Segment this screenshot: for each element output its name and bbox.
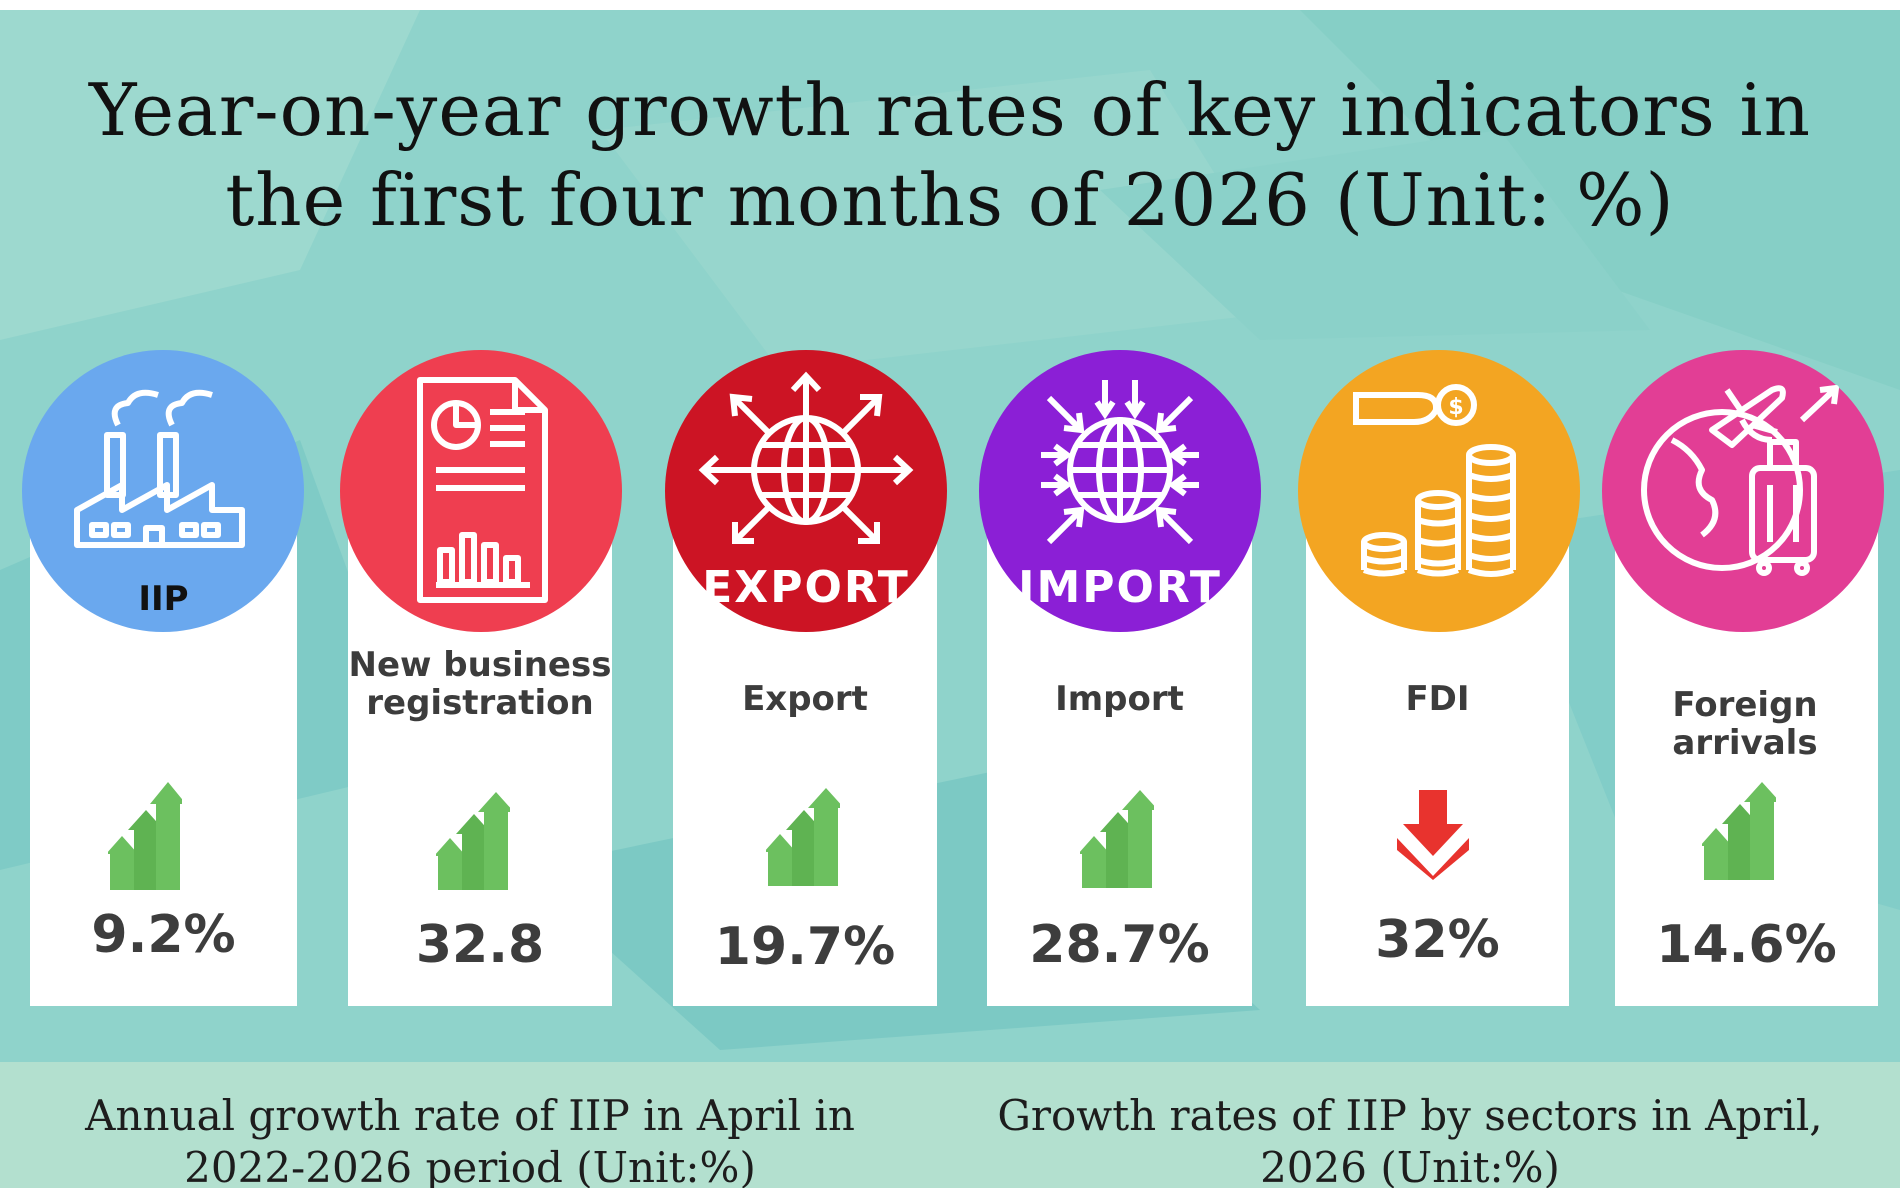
page-title-line-2: the first four months of 2026 (Unit: %) [225,158,1675,242]
indicator-label-foreign-arrivals: Foreign arrivals [1672,685,1818,763]
business-report-icon [417,377,548,603]
foreign-arrivals-circle [1602,350,1884,632]
indicator-label-export: Export [742,679,868,719]
iip-circle [22,350,304,632]
import-globe-icon: IMPORT [1018,380,1222,613]
indicator-value-import: 28.7% [1029,915,1210,975]
trend-up-icon [766,788,840,886]
export-circle: EXPORT [665,350,947,632]
indicator-label-import: Import [1055,679,1184,719]
indicator-value-new-business: 32.8 [415,915,545,975]
indicator-label-new-business-text: New business registration [348,645,612,723]
subtitle-left-line-1: Annual growth rate of IIP in April in [85,1091,855,1140]
trend-up-icon [1702,782,1776,880]
trend-up-icon [1080,790,1154,888]
factory-icon [74,389,245,548]
travel-globe-icon [1641,385,1839,576]
indicator-label-new-business: New business registration [348,646,612,722]
indicator-value-fdi: 32% [1375,910,1500,970]
indicator-value-export: 19.7% [714,917,896,977]
trend-up-icon [108,782,182,890]
new-business-circle [340,350,622,632]
indicator-label-fdi: FDI [1405,679,1470,719]
indicator-value-foreign-arrivals: 14.6% [1656,915,1837,975]
subtitle-left-line-2: 2022-2026 period (Unit:%) [184,1143,756,1188]
export-globe-icon: EXPORT [698,371,914,613]
import-circle: IMPORT [979,350,1261,632]
bottom-subtitle-band [0,1062,1900,1188]
subtitle-right-line-1: Growth rates of IIP by sectors in April, [997,1091,1823,1140]
page-title-line-1: Year-on-year growth rates of key indicat… [89,68,1811,152]
coins-hand-icon: $ [1353,384,1516,577]
indicator-value-iip: 9.2% [91,905,236,965]
subtitle-right-line-2: 2026 (Unit:%) [1260,1143,1560,1188]
infographic-canvas: Year-on-year growth rates of key indicat… [0,10,1900,1188]
indicator-label-iip: IIP [138,579,189,619]
trend-down-icon [1397,790,1469,880]
svg-text:$: $ [1448,395,1463,420]
export-badge-text: EXPORT [702,562,910,613]
fdi-circle: $ [1298,350,1580,632]
trend-up-icon [436,792,510,890]
import-badge-text: IMPORT [1018,562,1222,613]
